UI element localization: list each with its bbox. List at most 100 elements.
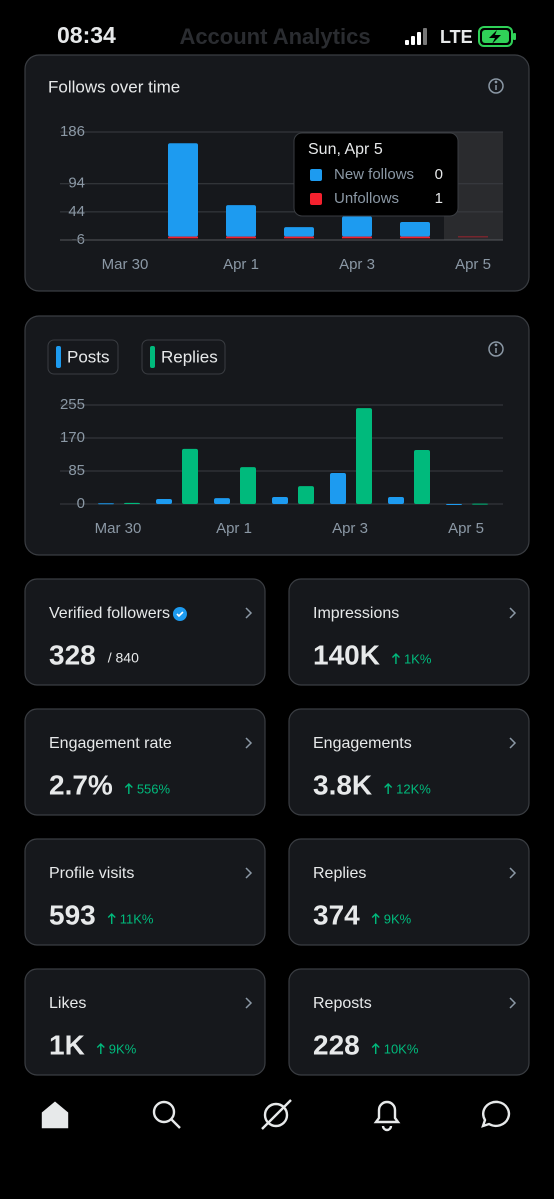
- chevron: [245, 867, 253, 879]
- stat-value: 328: [49, 639, 96, 670]
- x-tick-label: Mar 30: [95, 520, 142, 537]
- x-tick-label: Apr 5: [455, 256, 491, 273]
- stat-delta: 9K%: [384, 911, 412, 926]
- stat-total: / 840: [108, 650, 139, 666]
- legend-swatch: [56, 346, 61, 368]
- bar: [272, 497, 288, 504]
- stat-card[interactable]: [288, 578, 530, 686]
- bar: [240, 467, 256, 504]
- legend-label: New follows: [334, 166, 414, 183]
- stat-card[interactable]: [288, 708, 530, 816]
- chevron: [509, 607, 517, 619]
- bar: [342, 216, 372, 237]
- up-arrow: [384, 783, 393, 794]
- nav-grok-slash: [261, 1099, 292, 1130]
- y-tick-label: 186: [60, 123, 85, 140]
- stat-card[interactable]: [24, 578, 266, 686]
- stat-delta: 11K%: [120, 911, 154, 926]
- stat-value: 140K: [313, 639, 380, 670]
- up-arrow: [124, 783, 133, 794]
- legend-label[interactable]: Posts: [67, 347, 110, 366]
- legend-chip[interactable]: [141, 339, 226, 375]
- signal-icon: [405, 28, 427, 45]
- up-arrow: [107, 913, 116, 924]
- verified-check: [176, 611, 184, 618]
- bar: [400, 222, 430, 237]
- bar: [284, 236, 314, 239]
- stat-label: Reposts: [313, 995, 372, 1012]
- stat-value: 3.8K: [313, 769, 372, 800]
- y-tick-label: 255: [60, 396, 85, 413]
- tooltip: [293, 132, 459, 217]
- bottom-nav: [41, 1099, 511, 1132]
- y-tick-label: -6: [72, 231, 85, 248]
- chevron: [509, 997, 517, 1009]
- y-tick-label: 170: [60, 429, 85, 446]
- posts-card: [24, 315, 530, 556]
- bar: [414, 450, 430, 504]
- stat-label: Likes: [49, 995, 86, 1012]
- x-tick-label: Mar 30: [102, 256, 149, 273]
- nav-notifications[interactable]: [373, 1100, 401, 1132]
- stat-value: 228: [313, 1029, 360, 1060]
- x-tick-label: Apr 1: [223, 256, 259, 273]
- bar: [182, 448, 198, 504]
- status-time: 08:34: [57, 22, 116, 48]
- bar: [214, 498, 230, 504]
- up-arrow: [371, 913, 380, 924]
- y-tick-label: 94: [68, 175, 85, 192]
- legend-chip[interactable]: [47, 339, 119, 375]
- legend-label: Unfollows: [334, 190, 399, 207]
- bar: [458, 236, 488, 238]
- stat-label: Engagement rate: [49, 735, 172, 752]
- stat-value: 2.7%: [49, 769, 113, 800]
- info-icon: [488, 78, 504, 357]
- tooltip-title: Sun, Apr 5: [308, 141, 383, 158]
- bar: [156, 498, 172, 504]
- bar: [342, 236, 372, 239]
- bar: [98, 503, 114, 505]
- bar: [356, 408, 372, 504]
- x-tick-label: Apr 3: [339, 256, 375, 273]
- bar: [298, 486, 314, 504]
- stat-card[interactable]: [24, 968, 266, 1076]
- up-arrow: [371, 1043, 380, 1054]
- up-arrow: [96, 1043, 105, 1054]
- stat-label: Replies: [313, 865, 366, 882]
- bar: [330, 472, 346, 504]
- nav-home[interactable]: [41, 1101, 69, 1129]
- nav-messages[interactable]: [481, 1100, 511, 1128]
- stat-card[interactable]: [288, 968, 530, 1076]
- stat-value: 374: [313, 899, 360, 930]
- y-tick-label: 0: [77, 495, 85, 512]
- y-tick-label: 85: [68, 462, 85, 479]
- stat-value: 593: [49, 899, 96, 930]
- bar: [226, 205, 256, 237]
- chart-title: Follows over time: [48, 77, 180, 96]
- nav-grok[interactable]: [263, 1102, 289, 1128]
- stat-delta: 556%: [137, 781, 171, 796]
- y-tick-label: 44: [68, 203, 85, 220]
- bar: [446, 504, 462, 505]
- x-tick-label: Apr 1: [216, 520, 252, 537]
- bar: [400, 236, 430, 239]
- header-title: Account Analytics: [179, 24, 370, 49]
- nav-search[interactable]: [152, 1100, 176, 1124]
- chevron: [245, 997, 253, 1009]
- bar: [124, 502, 140, 504]
- x-tick-label: Apr 5: [448, 520, 484, 537]
- bar: [284, 227, 314, 237]
- tooltip-value: 1: [435, 190, 443, 207]
- stat-card[interactable]: [24, 838, 266, 946]
- chevron: [245, 737, 253, 749]
- stat-delta: 9K%: [109, 1041, 137, 1056]
- stat-card[interactable]: [24, 708, 266, 816]
- bar: [168, 236, 198, 239]
- stat-card[interactable]: [288, 838, 530, 946]
- x-tick-label: Apr 3: [332, 520, 368, 537]
- tooltip-value: 0: [435, 166, 443, 183]
- stat-label: Profile visits: [49, 865, 134, 882]
- legend-label[interactable]: Replies: [161, 347, 218, 366]
- legend-swatch: [310, 193, 322, 205]
